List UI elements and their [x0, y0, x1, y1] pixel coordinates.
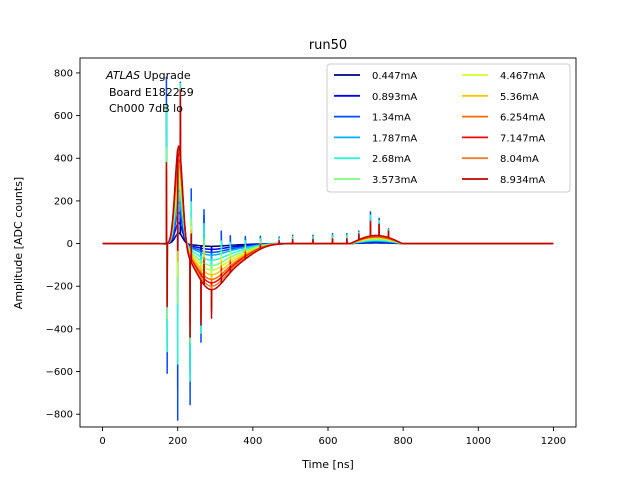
legend-box [326, 63, 571, 193]
legend-label-8.934mA: 8.934mA [500, 175, 545, 186]
y-tick-label-0: 0 [67, 239, 73, 250]
x-tick-label-0: 0 [99, 436, 105, 447]
y-tick-label-400: 400 [54, 154, 73, 165]
plot-layer [102, 76, 554, 421]
legend-label-7.147mA: 7.147mA [500, 133, 545, 144]
y-tick-label-600: 600 [54, 111, 73, 122]
annotation-upgrade: Upgrade [140, 69, 191, 82]
y-tick-label-800: 800 [54, 68, 73, 79]
plot-annotation: ATLAS Upgrade Board E182259 Ch000 7dB lo [105, 69, 194, 115]
legend: 0.447mA 0.893mA 1.34mA 1.787mA 2.68mA 3.573mA… [326, 63, 571, 193]
legend-label-0.447mA: 0.447mA [372, 71, 417, 82]
x-tick-label-200: 200 [168, 436, 187, 447]
y-tick-label-200: 200 [54, 196, 73, 207]
axes-layer: 0 200 400 600 800 1000 1200 −800 −600 −400 −200 0 20… [46, 57, 577, 447]
y-tick-label--200: −200 [46, 282, 73, 293]
legend-label-1.34mA: 1.34mA [372, 113, 411, 124]
legend-label-6.254mA: 6.254mA [500, 113, 545, 124]
chart-title: run50 [309, 38, 347, 53]
legend-label-5.36mA: 5.36mA [500, 92, 539, 103]
annotation-line-1: ATLAS Upgrade [105, 69, 191, 82]
series-group [102, 76, 554, 421]
y-axis-label: Amplitude [ADC counts] [12, 177, 25, 309]
annotation-line-2: Board E182259 [109, 86, 194, 99]
legend-label-2.68mA: 2.68mA [372, 154, 411, 165]
y-tick-label--800: −800 [46, 410, 73, 421]
legend-label-0.893mA: 0.893mA [372, 92, 417, 103]
legend-label-8.04mA: 8.04mA [500, 154, 539, 165]
x-tick-label-400: 400 [243, 436, 262, 447]
y-tick-label--400: −400 [46, 324, 73, 335]
legend-label-1.787mA: 1.787mA [372, 133, 417, 144]
x-tick-label-800: 800 [394, 436, 413, 447]
series-line-8.934mA [102, 89, 554, 338]
x-axis-label: Time [ns] [301, 458, 354, 471]
legend-label-4.467mA: 4.467mA [500, 71, 545, 82]
legend-label-3.573mA: 3.573mA [372, 175, 417, 186]
x-tick-label-1000: 1000 [466, 436, 491, 447]
x-tick-label-1200: 1200 [541, 436, 566, 447]
y-tick-label--600: −600 [46, 367, 73, 378]
x-tick-label-600: 600 [318, 436, 337, 447]
annotation-line-3: Ch000 7dB lo [109, 102, 183, 115]
annotation-atlas: ATLAS [105, 69, 140, 82]
